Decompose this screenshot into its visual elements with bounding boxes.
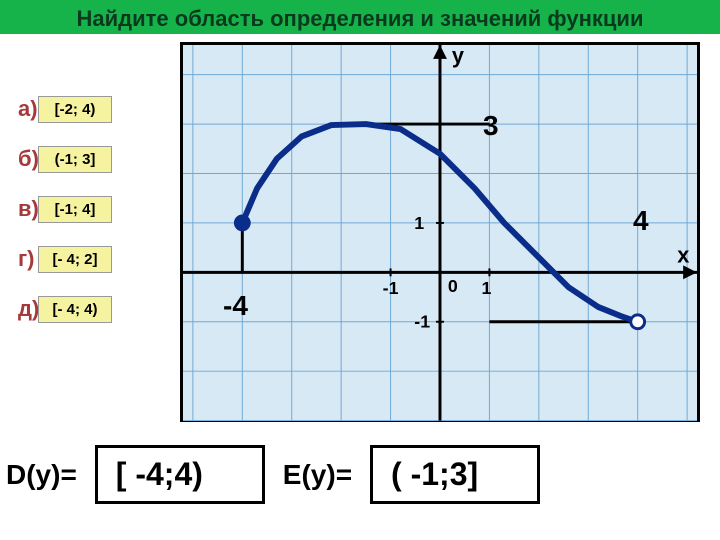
svg-text:y: y	[452, 45, 464, 68]
option-row[interactable]: б)(-1; 3]	[10, 134, 170, 184]
option-box[interactable]: [-1; 4]	[38, 196, 112, 223]
svg-text:1: 1	[482, 278, 492, 298]
option-letter: д)	[10, 298, 38, 320]
svg-text:x: x	[677, 242, 689, 267]
svg-text:-1: -1	[414, 312, 430, 332]
graph-panel: -1 1 -1 1 0 x y 3 4 -4	[180, 42, 700, 422]
graph-annotation: 3	[483, 110, 499, 142]
option-row[interactable]: в)[-1; 4]	[10, 184, 170, 234]
option-row[interactable]: д)[- 4; 4)	[10, 284, 170, 334]
graph-annotation: 4	[633, 205, 649, 237]
svg-text:0: 0	[448, 276, 458, 296]
option-letter: в)	[10, 198, 38, 220]
option-box[interactable]: [-2; 4)	[38, 96, 112, 123]
option-box[interactable]: [- 4; 4)	[38, 296, 112, 323]
options-list: а)[-2; 4)б)(-1; 3]в)[-1; 4]г)[- 4; 2]д)[…	[10, 84, 170, 334]
e-label: E(y)=	[283, 459, 352, 491]
option-row[interactable]: а)[-2; 4)	[10, 84, 170, 134]
graph-svg: -1 1 -1 1 0 x y	[183, 45, 697, 421]
d-answer: [ -4;4)	[95, 445, 265, 504]
d-label: D(y)=	[6, 459, 77, 491]
answer-row: D(y)= [ -4;4) E(y)= ( -1;3]	[6, 445, 540, 504]
title-text: Найдите область определения и значений ф…	[77, 6, 644, 31]
page-title: Найдите область определения и значений ф…	[0, 0, 720, 34]
graph-annotation: -4	[223, 290, 248, 322]
svg-text:1: 1	[414, 213, 424, 233]
option-letter: б)	[10, 148, 38, 170]
svg-text:-1: -1	[383, 278, 399, 298]
option-letter: а)	[10, 98, 38, 120]
option-box[interactable]: [- 4; 2]	[38, 246, 112, 273]
option-box[interactable]: (-1; 3]	[38, 146, 112, 173]
option-letter: г)	[10, 248, 38, 270]
option-row[interactable]: г)[- 4; 2]	[10, 234, 170, 284]
e-answer: ( -1;3]	[370, 445, 540, 504]
main-area: а)[-2; 4)б)(-1; 3]в)[-1; 4]г)[- 4; 2]д)[…	[0, 34, 720, 514]
